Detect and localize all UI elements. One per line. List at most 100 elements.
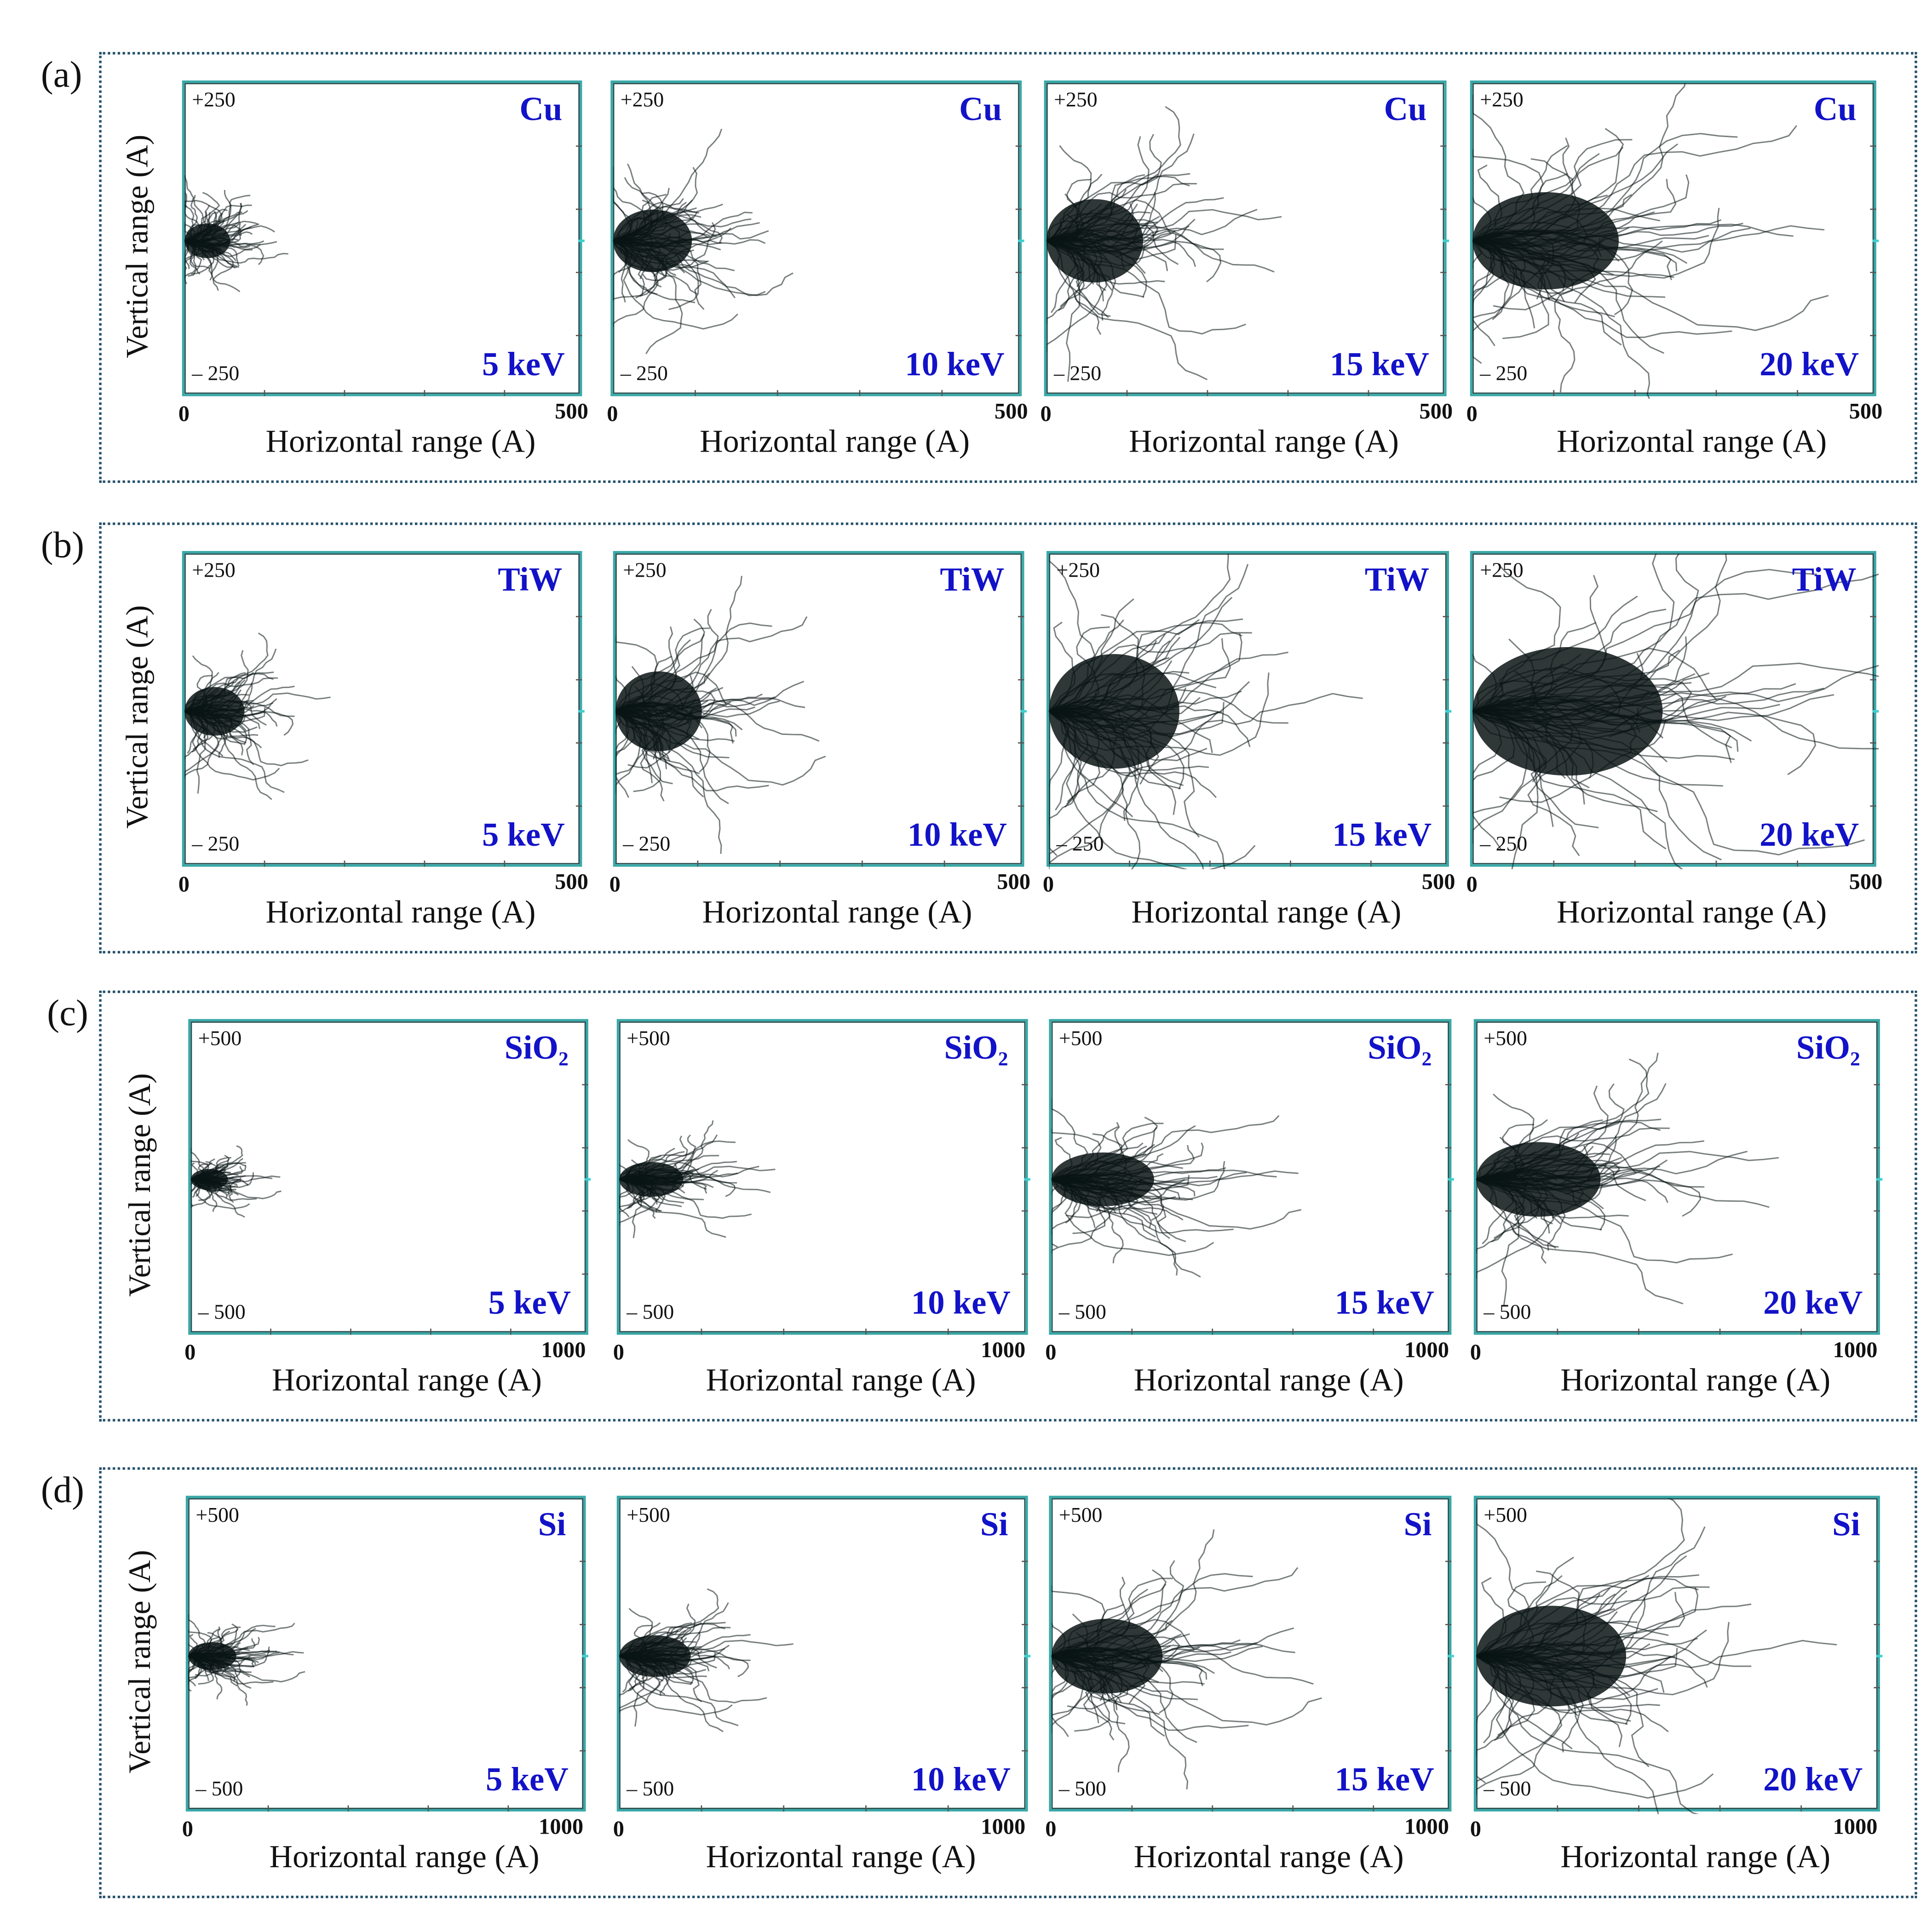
electron-trajectory — [1051, 1098, 1088, 1180]
electron-trajectory — [1472, 711, 1502, 851]
electron-trajectory — [613, 214, 702, 242]
x-axis-label: Horizontal range (A) — [271, 1362, 542, 1398]
electron-trajectory — [615, 711, 826, 786]
electron-trajectory — [619, 1655, 733, 1716]
electron-trajectory — [1476, 1151, 1779, 1180]
electron-trajectory — [613, 233, 671, 252]
trajectory-plot-tiw-15kev: +250 – 250 TiW 15 keV — [1046, 551, 1452, 869]
x-min-tick-label: 0 — [1470, 1816, 1481, 1841]
electron-trajectory — [615, 619, 705, 712]
electron-trajectory — [1049, 638, 1231, 712]
electron-trajectory — [1472, 240, 1483, 269]
y-max-tick-label: +250 — [620, 88, 664, 112]
x-max-tick-label: 1000 — [539, 1814, 584, 1839]
x-axis-label: Horizontal range (A) — [1133, 1839, 1404, 1875]
electron-trajectory — [1472, 164, 1502, 241]
electron-trajectory — [1472, 711, 1735, 760]
electron-trajectory — [619, 1147, 675, 1180]
electron-trajectory — [184, 240, 202, 277]
electron-trajectory — [184, 240, 190, 284]
trajectory-plot-si-15kev: +500 – 500 Si 15 keV — [1049, 1496, 1454, 1812]
electron-trajectory — [613, 240, 705, 310]
electron-trajectory — [1051, 1655, 1110, 1716]
electron-trajectory — [1049, 700, 1175, 712]
electron-trajectory — [1472, 573, 1879, 715]
electron-trajectory — [1051, 1175, 1190, 1192]
electron-trajectory — [1472, 178, 1677, 242]
electron-trajectory — [1049, 711, 1124, 869]
y-min-tick-label: – 500 — [627, 1300, 674, 1324]
electron-trajectory — [1476, 1155, 1529, 1192]
trajectory-plot-tiw-10kev: +250 – 250 TiW 10 keV — [613, 551, 1027, 867]
electron-trajectory — [1049, 690, 1242, 713]
x-max-tick-label: 500 — [555, 869, 588, 894]
electron-trajectory — [1049, 711, 1225, 869]
electron-trajectory — [619, 1655, 767, 1703]
electron-trajectory — [1472, 153, 1600, 241]
electron-trajectory — [1476, 1577, 1507, 1657]
electron-trajectory — [615, 710, 655, 753]
trajectory-plot-tiw-20kev: +250 – 250 TiW 20 keV — [1470, 551, 1879, 869]
electron-trajectory — [613, 210, 717, 241]
energy-label: 15 keV — [1334, 1284, 1434, 1321]
electron-trajectory — [615, 695, 674, 712]
electron-trajectory — [613, 240, 656, 301]
electron-trajectory — [1472, 174, 1690, 260]
x-max-tick-label: 1000 — [981, 1814, 1026, 1839]
electron-trajectory — [1476, 1654, 1584, 1753]
electron-trajectory — [613, 240, 653, 280]
electron-trajectory — [1476, 1179, 1684, 1305]
electron-trajectory — [188, 1655, 192, 1664]
electron-trajectory — [1046, 228, 1137, 242]
electron-trajectory — [1472, 553, 1699, 712]
y-max-tick-label: +250 — [1480, 558, 1524, 582]
electron-trajectory — [1046, 240, 1208, 380]
electron-trajectory — [1051, 1529, 1215, 1662]
electron-trajectory — [1049, 711, 1131, 864]
x-max-tick-label: 500 — [1421, 869, 1455, 894]
electron-trajectory — [613, 240, 738, 330]
electron-trajectory — [615, 697, 805, 725]
material-label: TiW — [498, 561, 563, 598]
x-min-tick-label: 0 — [1466, 872, 1478, 897]
electron-trajectory — [1476, 1629, 1707, 1670]
electron-trajectory — [615, 639, 691, 712]
electron-trajectory — [1476, 1178, 1733, 1264]
electron-trajectory — [1472, 596, 1638, 712]
x-max-tick-label: 1000 — [981, 1337, 1026, 1362]
electron-trajectory — [1472, 698, 1879, 750]
electron-trajectory — [1049, 687, 1187, 713]
x-min-tick-label: 0 — [1045, 1816, 1057, 1841]
trajectory-cloud — [619, 1120, 776, 1239]
x-axis-label: Horizontal range (A) — [706, 1362, 976, 1398]
y-axis-label: Vertical range (A) — [121, 134, 155, 358]
electron-trajectory — [1476, 1574, 1699, 1657]
electron-trajectory — [1472, 211, 1655, 252]
row-label: (d) — [40, 1469, 85, 1511]
electron-trajectory — [1472, 240, 1829, 331]
electron-trajectory — [615, 705, 664, 792]
electron-trajectory — [184, 240, 194, 279]
electron-trajectory — [1051, 1641, 1126, 1657]
electron-trajectory — [188, 1614, 206, 1657]
electron-trajectory — [184, 240, 250, 248]
electron-trajectory — [184, 711, 285, 793]
electron-trajectory — [1476, 1655, 1630, 1697]
electron-trajectory — [1472, 695, 1640, 733]
electron-trajectory — [1046, 233, 1103, 335]
row-label: (a) — [40, 54, 82, 96]
electron-trajectory — [1472, 553, 1727, 720]
y-min-tick-label: – 500 — [196, 1777, 243, 1801]
x-min-tick-label: 0 — [1042, 872, 1054, 897]
electron-trajectory — [1049, 564, 1249, 729]
electron-trajectory — [1051, 1179, 1111, 1254]
trajectory-plot-cu-20kev: +250 – 250 Cu 20 keV — [1470, 80, 1879, 399]
y-axis-label: Vertical range (A) — [124, 1550, 157, 1774]
y-max-tick-label: +500 — [1058, 1026, 1103, 1050]
electron-trajectory — [1049, 621, 1076, 712]
material-label: Cu — [519, 90, 563, 128]
electron-trajectory — [613, 222, 716, 271]
electron-trajectory — [184, 650, 249, 712]
electron-trajectory — [1046, 240, 1104, 302]
trajectory-cloud — [1049, 553, 1363, 869]
